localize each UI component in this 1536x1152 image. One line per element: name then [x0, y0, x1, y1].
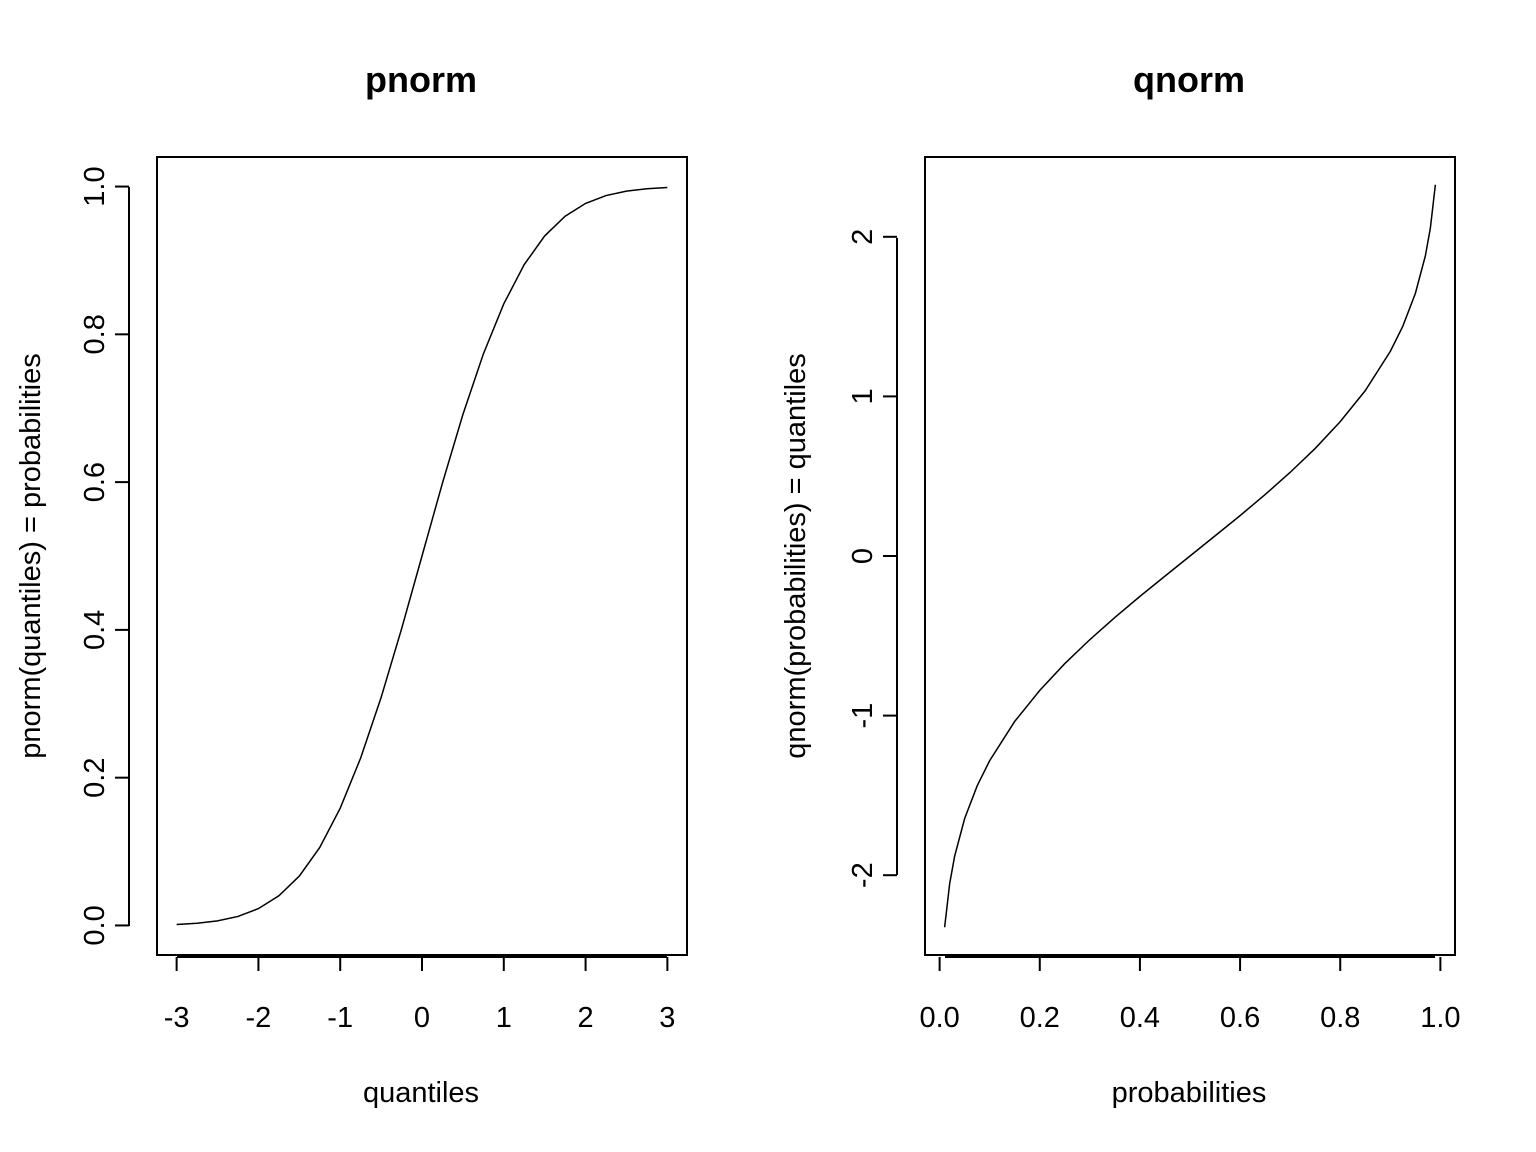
y-tick-label: 0.2 — [79, 758, 111, 798]
x-tick-label: -2 — [246, 1002, 272, 1034]
series-line — [943, 184, 1437, 928]
y-tick-label: 1 — [847, 388, 879, 404]
x-tick-label: 3 — [659, 1002, 675, 1034]
x-tick-label: 0.8 — [1320, 1002, 1360, 1034]
y-axis-label: qnorm(probabilities) = quantiles — [780, 353, 812, 758]
y-tick-label: 0.4 — [79, 610, 111, 650]
y-ticks: -2 -1 0 1 2 — [847, 229, 897, 888]
x-tick-label: 0 — [414, 1002, 430, 1034]
y-ticks: 0.0 0.2 0.4 0.6 0.8 1.0 — [79, 166, 129, 946]
series-line — [176, 186, 668, 926]
y-tick-label: 2 — [847, 229, 879, 245]
y-tick-label: -2 — [847, 862, 879, 888]
y-tick-label: 0.6 — [79, 462, 111, 502]
x-tick-label: 0.2 — [1020, 1002, 1060, 1034]
y-tick-label: 0 — [847, 548, 879, 564]
x-tick-label: 1 — [496, 1002, 512, 1034]
x-ticks: -3 -2 -1 0 1 2 3 — [164, 957, 675, 1034]
y-tick-label: 0.8 — [79, 314, 111, 354]
x-tick-label: 0.6 — [1220, 1002, 1260, 1034]
pnorm-panel: pnorm -3 -2 -1 0 1 2 3 0.0 0.2 0.4 0.6 0.8 1.0 quan… — [15, 59, 688, 1109]
x-tick-label: 0.4 — [1120, 1002, 1160, 1034]
series-group — [176, 186, 668, 926]
series-group — [943, 184, 1437, 928]
y-tick-label: 0.0 — [79, 905, 111, 945]
chart-title: qnorm — [1133, 59, 1245, 100]
plot-frame — [156, 156, 688, 956]
x-tick-label: -1 — [327, 1002, 353, 1034]
qnorm-panel: qnorm 0.0 0.2 0.4 0.6 0.8 1.0 -2 -1 0 1 2 probabi… — [780, 59, 1461, 1109]
y-axis-label: pnorm(quantiles) = probabilities — [15, 353, 47, 758]
x-ticks: 0.0 0.2 0.4 0.6 0.8 1.0 — [919, 957, 1461, 1034]
x-tick-label: 0.0 — [919, 1002, 959, 1034]
x-tick-label: -3 — [164, 1002, 190, 1034]
y-tick-label: -1 — [847, 703, 879, 729]
x-tick-label: 1.0 — [1420, 1002, 1460, 1034]
chart-title: pnorm — [365, 59, 477, 100]
x-tick-label: 2 — [578, 1002, 594, 1034]
x-axis-label: probabilities — [1112, 1077, 1267, 1109]
x-axis-label: quantiles — [363, 1077, 479, 1109]
plot-frame — [924, 156, 1456, 956]
y-tick-label: 1.0 — [79, 166, 111, 206]
